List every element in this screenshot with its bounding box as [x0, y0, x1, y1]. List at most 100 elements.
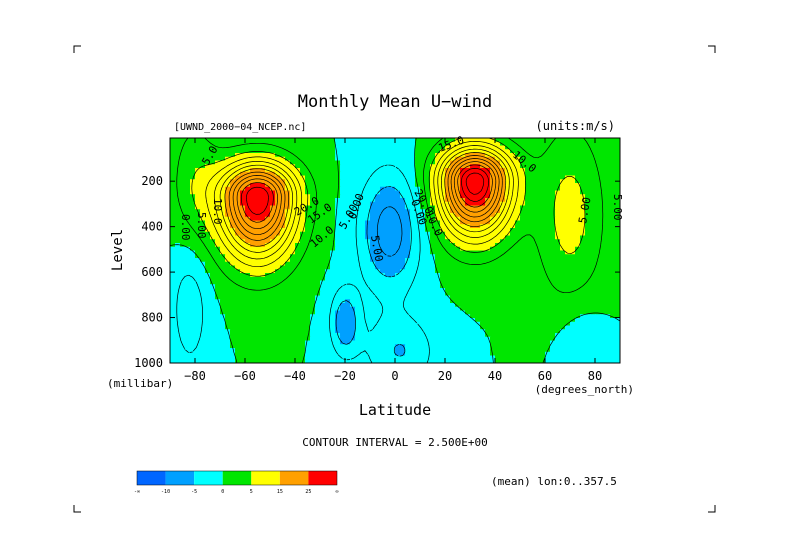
heatmap-cell [180, 224, 186, 229]
heatmap-cell [275, 288, 281, 293]
heatmap-cell [205, 269, 211, 274]
heatmap-cell [215, 201, 221, 207]
heatmap-cell [535, 156, 541, 162]
heatmap-cell [200, 183, 206, 188]
heatmap-cell [190, 153, 196, 158]
heatmap-cell [595, 156, 601, 162]
heatmap-cell [210, 318, 216, 323]
heatmap-cell [535, 280, 541, 285]
heatmap-cell [345, 138, 351, 143]
heatmap-cell [560, 318, 566, 323]
heatmap-cell [230, 310, 236, 315]
heatmap-cell [320, 194, 326, 199]
heatmap-cell [460, 310, 466, 315]
heatmap-cell [365, 138, 371, 143]
heatmap-cell [455, 145, 461, 150]
heatmap-cell [595, 239, 601, 244]
heatmap-cell [595, 243, 601, 248]
heatmap-cell [615, 141, 620, 147]
heatmap-cell [470, 239, 476, 244]
heatmap-cell [220, 333, 226, 338]
heatmap-cell [350, 239, 356, 244]
heatmap-cell [190, 164, 196, 169]
heatmap-cell [290, 228, 296, 233]
heatmap-cell [285, 340, 291, 345]
heatmap-cell [235, 243, 241, 248]
heatmap-cell [470, 310, 476, 315]
heatmap-cell [395, 205, 401, 210]
heatmap-cell [570, 269, 576, 274]
heatmap-cell [215, 273, 221, 278]
heatmap-cell [190, 216, 196, 222]
heatmap-cell [210, 149, 216, 154]
heatmap-cell [385, 153, 391, 158]
heatmap-cell [315, 186, 321, 192]
heatmap-cell [370, 269, 376, 274]
heatmap-cell [225, 254, 231, 259]
heatmap-cell [240, 340, 246, 345]
heatmap-cell [435, 314, 441, 319]
heatmap-cell [315, 175, 321, 180]
heatmap-cell [380, 325, 386, 330]
heatmap-cell [605, 333, 611, 338]
heatmap-cell [445, 138, 451, 143]
heatmap-cell [500, 325, 506, 330]
heatmap-cell [435, 145, 441, 150]
heatmap-cell [500, 265, 506, 270]
heatmap-cell [240, 333, 246, 338]
heatmap-cell [580, 153, 586, 158]
heatmap-cell [610, 213, 616, 218]
heatmap-cell [240, 336, 246, 342]
heatmap-cell [170, 145, 176, 150]
heatmap-cell [310, 209, 316, 214]
heatmap-cell [295, 318, 301, 323]
heatmap-cell [240, 246, 246, 252]
heatmap-cell [250, 280, 256, 285]
heatmap-cell [490, 276, 496, 282]
heatmap-cell [340, 250, 346, 255]
heatmap-cell [400, 209, 406, 214]
heatmap-cell [605, 190, 611, 195]
heatmap-cell [235, 224, 241, 229]
heatmap-cell [610, 336, 616, 342]
heatmap-cell [185, 160, 191, 165]
heatmap-cell [460, 171, 466, 177]
heatmap-cell [460, 216, 466, 222]
heatmap-cell [570, 224, 576, 229]
heatmap-cell [200, 269, 206, 274]
heatmap-cell [395, 306, 401, 312]
heatmap-cell [295, 344, 301, 349]
heatmap-cell [540, 175, 546, 180]
heatmap-cell [520, 288, 526, 293]
heatmap-cell [325, 325, 331, 330]
heatmap-cell [485, 318, 491, 323]
heatmap-cell [255, 299, 261, 304]
heatmap-cell [545, 153, 551, 158]
heatmap-cell [510, 156, 516, 162]
heatmap-cell [405, 265, 411, 270]
heatmap-cell [365, 168, 371, 173]
heatmap-cell [535, 321, 541, 327]
heatmap-cell [225, 340, 231, 345]
heatmap-cell [210, 333, 216, 338]
heatmap-cell [430, 186, 436, 192]
heatmap-cell [220, 156, 226, 162]
heatmap-cell [190, 303, 196, 308]
heatmap-cell [340, 224, 346, 229]
heatmap-cell [600, 258, 606, 263]
heatmap-cell [520, 265, 526, 270]
heatmap-cell [550, 261, 556, 267]
heatmap-cell [525, 276, 531, 282]
heatmap-cell [335, 295, 341, 300]
heatmap-cell [575, 160, 581, 165]
heatmap-cell [495, 164, 501, 169]
heatmap-cell [380, 288, 386, 293]
heatmap-cell [315, 329, 321, 334]
heatmap-cell [170, 336, 176, 342]
heatmap-cell [270, 291, 276, 297]
heatmap-cell [610, 284, 616, 289]
heatmap-cell [350, 213, 356, 218]
heatmap-cell [555, 306, 561, 312]
heatmap-cell [325, 336, 331, 342]
heatmap-cell [395, 164, 401, 169]
